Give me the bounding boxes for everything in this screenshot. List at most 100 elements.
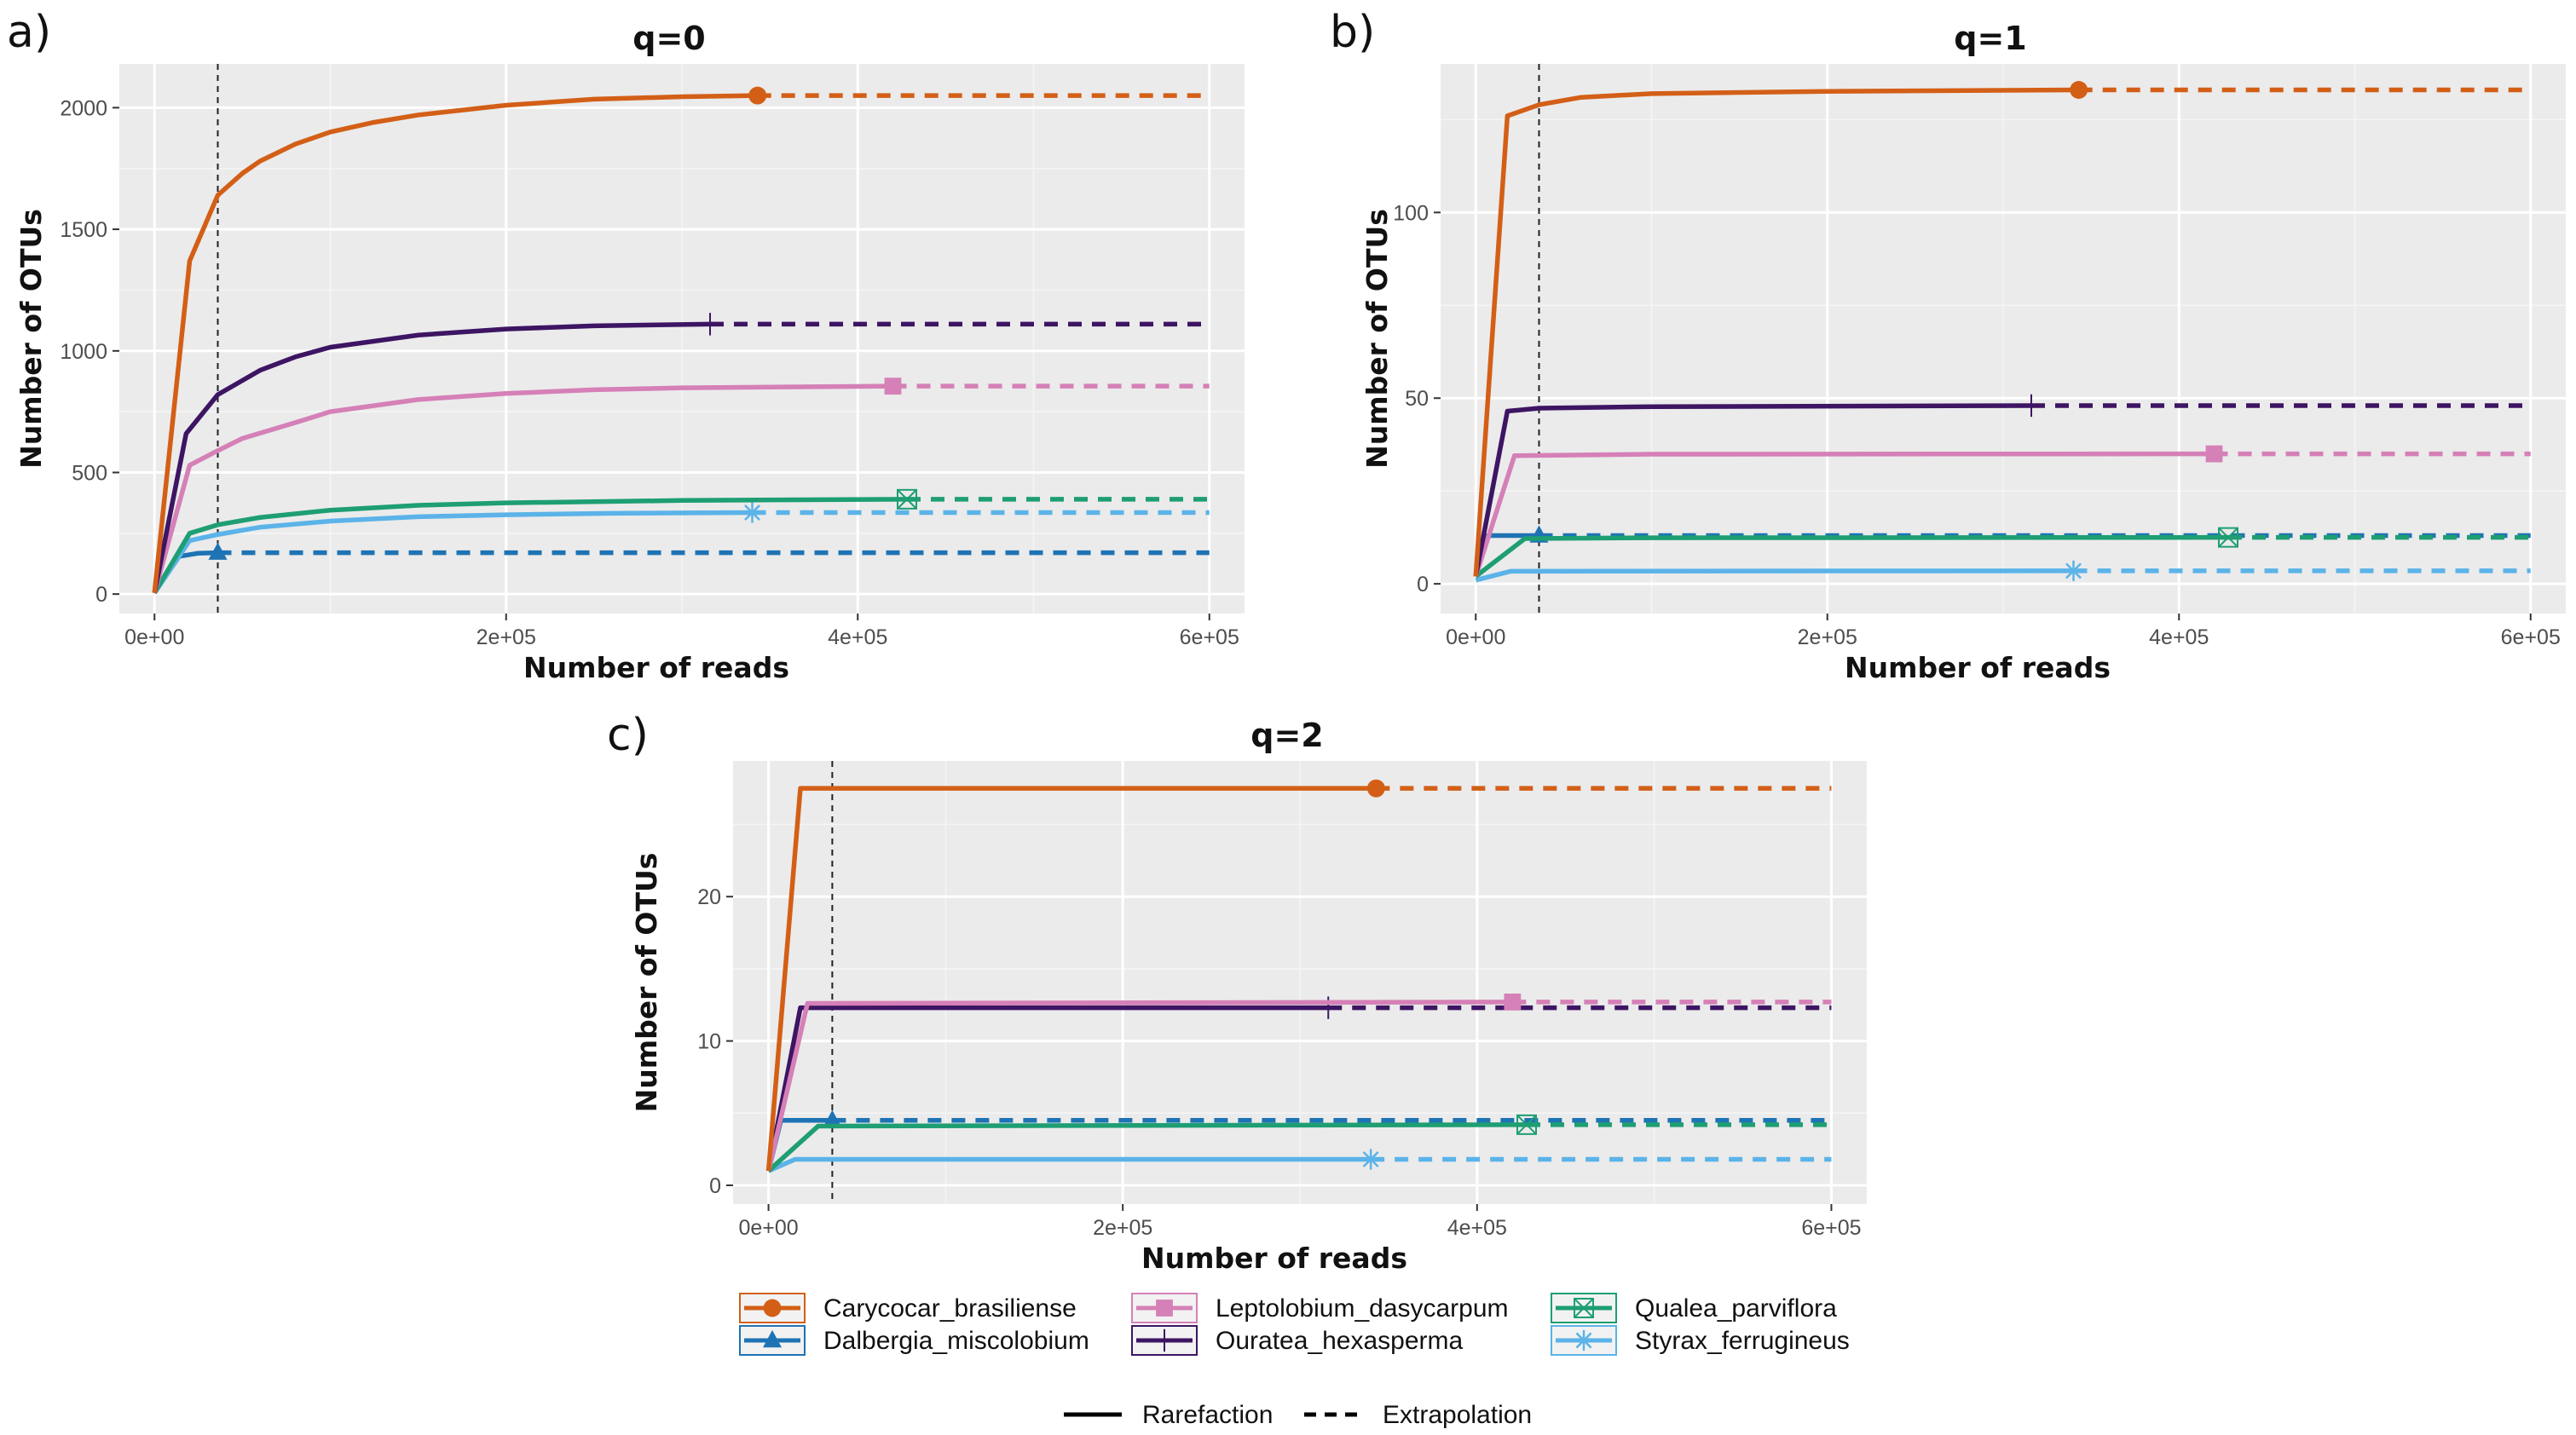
series-styrax-ferrugineus [1475, 560, 2531, 583]
panel-letter: c) [607, 710, 649, 761]
x-tick-label: 6e+05 [1801, 1216, 1861, 1240]
x-tick-label: 4e+05 [2149, 625, 2209, 649]
legend-item-ouratea-hexasperma: Ouratea_hexasperma [1131, 1325, 1463, 1356]
legend-label: Carycocar_brasiliense [823, 1294, 1077, 1323]
rarefaction-line-qualea-parviflora [152, 497, 908, 595]
major-gridlines [119, 64, 1245, 614]
x-axis-title: Number of reads [1141, 1242, 1407, 1275]
legend-label: Styrax_ferrugineus [1635, 1327, 1850, 1355]
series-qualea-parviflora [1474, 527, 2531, 579]
rarefaction-line-carycocar-brasiliense [765, 786, 1377, 1172]
y-tick-label: 2000 [60, 96, 107, 120]
observed-point-qualea-parviflora [1516, 1114, 1537, 1135]
panel-title: q=1 [1954, 20, 2026, 57]
x-tick-label: 4e+05 [828, 625, 887, 649]
series-group [152, 86, 1210, 595]
x-tick-label: 4e+05 [1447, 1216, 1507, 1240]
rarefaction-line-styrax-ferrugineus [767, 1156, 1372, 1173]
legend-key-marker [763, 1329, 782, 1348]
series-carycocar-brasiliense [152, 86, 1210, 594]
legend: Carycocar_brasiliense Leptolobium_dasycar… [739, 1293, 1850, 1429]
series-ouratea-hexasperma [152, 313, 1210, 594]
rarefaction-line-ouratea-hexasperma [1473, 403, 2032, 577]
legend-key-marker [1574, 1298, 1594, 1318]
legend-item-extrapolation: Extrapolation [1304, 1401, 1532, 1429]
legend-item-styrax-ferrugineus: Styrax_ferrugineus [1551, 1325, 1850, 1356]
legend-item-rarefaction: Rarefaction [1064, 1401, 1273, 1429]
panel-q1: 0e+00 2e+05 4e+05 6e+05 0 50 100 q=1 b) Number of… [1330, 7, 2566, 684]
chart-panels: 0e+00 2e+05 4e+05 6e+050500100015002000q=0a… [7, 7, 2566, 1275]
observed-point-styrax-ferrugineus [1360, 1149, 1382, 1170]
rarefaction-line-qualea-parviflora [1474, 534, 2229, 579]
observed-point-dalbergia-miscolobium [823, 1109, 842, 1128]
legend-key-marker [1156, 1300, 1173, 1317]
x-tick-label: 6e+05 [2501, 625, 2561, 649]
legend-label: Rarefaction [1142, 1401, 1273, 1429]
minor-gridlines [733, 761, 1867, 1204]
rarefaction-line-leptolobium-dasycarpum [765, 1000, 1513, 1172]
x-tick-label: 2e+05 [477, 625, 536, 649]
legend-key-marker [1152, 1328, 1176, 1352]
minor-gridlines [1441, 64, 2566, 614]
observed-point-qualea-parviflora [2218, 527, 2238, 548]
rarefaction-line-carycocar-brasiliense [1473, 87, 2079, 577]
x-tick-label: 6e+05 [1180, 625, 1239, 649]
legend-key-marker [763, 1299, 782, 1317]
rarefaction-line-carycocar-brasiliense [152, 93, 758, 594]
observed-point-ouratea-hexasperma [2019, 394, 2043, 418]
series-group [765, 779, 1832, 1173]
y-tick-label: 500 [72, 461, 107, 485]
series-styrax-ferrugineus [152, 502, 1210, 595]
legend-label: Leptolobium_dasycarpum [1216, 1294, 1509, 1323]
x-axis-title: Number of reads [1845, 651, 2111, 684]
legend-line-types: Rarefaction Extrapolation [1064, 1401, 1532, 1429]
x-axis-title: Number of reads [523, 651, 789, 684]
x-tick-label: 0e+00 [738, 1216, 798, 1240]
observed-point-carycocar-brasiliense [748, 86, 767, 105]
legend-label: Ouratea_hexasperma [1216, 1327, 1463, 1355]
series-carycocar-brasiliense [765, 779, 1832, 1172]
legend-item-qualea-parviflora: Qualea_parviflora [1551, 1293, 1837, 1323]
y-tick-label: 50 [1405, 387, 1429, 411]
legend-label: Qualea_parviflora [1635, 1294, 1837, 1323]
rarefaction-line-leptolobium-dasycarpum [1473, 451, 2215, 578]
series-leptolobium-dasycarpum [1473, 445, 2531, 578]
panel-letter: a) [7, 7, 51, 58]
y-axis-title: Number of OTUs [1360, 209, 1394, 469]
observed-point-styrax-ferrugineus [2063, 560, 2084, 581]
legend-item-dalbergia-miscolobium: Dalbergia_miscolobium [739, 1325, 1089, 1356]
rarefaction-line-styrax-ferrugineus [1475, 568, 2074, 583]
panel-title: q=2 [1250, 717, 1323, 754]
series-ouratea-hexasperma [1473, 394, 2531, 577]
observed-point-leptolobium-dasycarpum [1504, 993, 1522, 1011]
y-tick-label: 100 [1393, 201, 1429, 225]
observed-point-leptolobium-dasycarpum [884, 377, 902, 395]
legend-item-leptolobium-dasycarpum: Leptolobium_dasycarpum [1131, 1293, 1509, 1323]
legend-label: Extrapolation [1383, 1401, 1532, 1429]
panel-letter: b) [1330, 7, 1375, 58]
major-gridlines [1441, 64, 2566, 614]
observed-point-carycocar-brasiliense [1366, 779, 1385, 798]
rarefaction-line-ouratea-hexasperma [152, 321, 711, 594]
observed-point-carycocar-brasiliense [2070, 81, 2088, 99]
y-tick-label: 0 [709, 1174, 721, 1198]
y-tick-label: 20 [697, 885, 721, 909]
x-tick-label: 0e+00 [124, 625, 184, 649]
legend-key-marker [1573, 1329, 1595, 1351]
observed-point-qualea-parviflora [897, 488, 917, 510]
panel-title: q=0 [632, 20, 705, 57]
y-tick-label: 0 [1417, 573, 1429, 596]
series-qualea-parviflora [766, 1114, 1832, 1173]
y-axis-title: Number of OTUs [14, 209, 48, 469]
observed-point-leptolobium-dasycarpum [2205, 445, 2223, 463]
x-tick-label: 2e+05 [1798, 625, 1857, 649]
minor-gridlines [119, 64, 1245, 614]
legend-label: Dalbergia_miscolobium [823, 1327, 1089, 1355]
x-tick-label: 0e+00 [1446, 625, 1505, 649]
rarefaction-line-styrax-ferrugineus [152, 510, 753, 595]
y-tick-label: 10 [697, 1030, 721, 1054]
observed-point-dalbergia-miscolobium [208, 542, 228, 560]
series-group [1473, 81, 2531, 583]
observed-point-styrax-ferrugineus [742, 502, 763, 523]
